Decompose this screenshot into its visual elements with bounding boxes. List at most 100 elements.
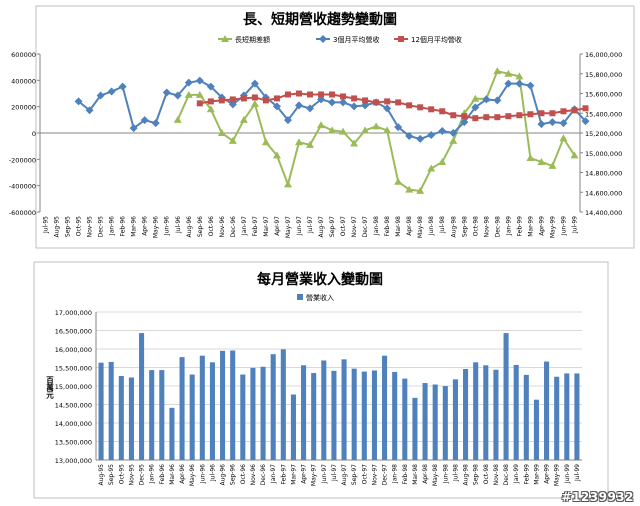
revenue-bar [351,368,357,460]
revenue-bar [128,377,134,460]
revenue-bar [533,399,539,460]
chart1-left-tick-label: 0 [32,130,36,138]
chart2-x-tick-label: Jul-99 [574,464,581,482]
chart1-right-tick-label: 15,800,000 [585,71,622,79]
chart1-left-tick-label: -600000 [9,209,36,217]
watermark: #1239932 [561,490,634,504]
series-2-point [384,98,391,105]
chart1-x-tick-label: Apr-98 [406,216,413,236]
chart1-x-tick-label: Oct-98 [472,216,479,236]
chart1-x-tick-label: Feb-96 [120,216,127,237]
chart1-x-tick-label: Jul-95 [43,216,50,234]
revenue-bar [301,365,307,460]
series-1-point [559,119,568,128]
revenue-bar [230,350,236,460]
series-2-point [428,106,435,113]
legend-marker-1 [319,35,327,43]
series-1-point [438,127,447,136]
chart1-legend: 長短期差額 3個月平均營收 12個月平均營收 [218,35,462,44]
series-2-point [318,91,325,98]
chart1-x-tick-label: Sep-95 [65,216,72,237]
series-0-point [515,72,524,80]
revenue-bar [382,355,388,460]
chart1-x-tick-label: Sep-97 [329,216,336,237]
revenue-bar [463,368,469,460]
series-0-point [372,122,381,130]
series-1-point [449,129,458,137]
series-2-point [560,108,567,115]
revenue-bar [139,333,145,460]
series-1-point [460,118,469,127]
series-0-point [438,157,447,165]
chart2-y-tick-label: 15,000,000 [55,383,92,391]
chart1-x-tick-label: Apr-96 [142,216,149,236]
series-1-point [107,87,116,96]
chart1-x-tick-label: Jan-97 [241,216,248,236]
series-0-point [195,90,204,98]
series-1-point [405,131,414,140]
chart2-x-tick-label: Dec-97 [382,464,389,486]
series-0-point [383,126,392,134]
series-0-point [184,90,193,98]
chart2-x-tick-label: Mar-99 [533,464,540,485]
series-1-point [74,97,83,106]
series-2-point [295,90,302,97]
series-1-point [515,79,524,88]
series-0-point [416,186,425,194]
series-2-point [417,104,424,111]
chart2-legend-swatch [297,294,303,300]
series-2-point [262,97,269,104]
series-2-point [373,99,380,106]
legend-marker-2 [398,36,404,42]
chart1-title: 長、短期營收趨勢變動圖 [243,11,397,28]
series-0-point [228,136,237,144]
revenue-bar [179,357,185,460]
chart2-x-tick-label: Jun-96 [199,464,206,484]
series-0-point [206,105,215,113]
series-0-point [548,161,557,169]
revenue-bar [544,361,550,460]
revenue-bar [250,367,256,460]
chart2-y-tick-label: 17,000,000 [55,309,92,317]
chart1-x-tick-label: Aug-95 [54,216,61,238]
chart2-x-tick-label: Mar-98 [412,464,419,485]
series-2-point [284,91,291,98]
chart2-x-tick-label: Apr-97 [301,464,308,484]
series-1-point [537,120,546,129]
chart2-x-tick-label: Jun-97 [321,464,328,484]
chart1-x-tick-label: Sep-96 [197,216,204,237]
revenue-bar [290,394,296,460]
series-0-point [250,100,259,108]
chart1-x-tick-label: Jun-97 [296,216,303,236]
chart2-x-tick-label: Oct-96 [240,464,247,484]
revenue-bar [554,376,560,460]
series-0-point [394,177,403,185]
series-1-point [306,104,314,113]
chart2-y-tick-label: 13,500,000 [55,439,92,447]
chart2-y-tick-label: 13,000,000 [55,457,92,465]
revenue-bar [564,373,570,460]
chart1-x-tick-label: Feb-99 [516,216,523,237]
revenue-bar [159,370,165,460]
revenue-bar [270,354,276,460]
chart2-x-tick-label: Dec-96 [260,464,267,486]
series-1-point [162,88,171,97]
chart1-x-tick-label: May-96 [153,216,160,238]
chart2-title: 每月營業收入變動圖 [257,271,383,288]
legend-label-0: 長短期差額 [235,35,270,44]
chart2-x-tick-label: Oct-98 [483,464,490,484]
chart1-x-tick-label: May-98 [417,216,424,238]
chart2-x-tick-label: Jul-97 [331,464,338,482]
chart2-x-tick-label: Sep-95 [108,464,115,485]
chart2-x-tick-label: Sep-97 [351,464,358,485]
revenue-bar [402,378,408,460]
chart1-x-tick-label: Sep-98 [461,216,468,237]
chart1-right-tick-label: 14,800,000 [585,170,622,178]
revenue-bar [169,407,175,460]
series-1-point [471,103,480,112]
chart2-x-tick-label: Mar-96 [169,464,176,485]
chart1-x-tick-label: Dec-97 [362,216,369,238]
chart2-x-tick-label: Aug-98 [463,464,470,486]
chart1-x-tick-label: Aug-98 [450,216,457,238]
